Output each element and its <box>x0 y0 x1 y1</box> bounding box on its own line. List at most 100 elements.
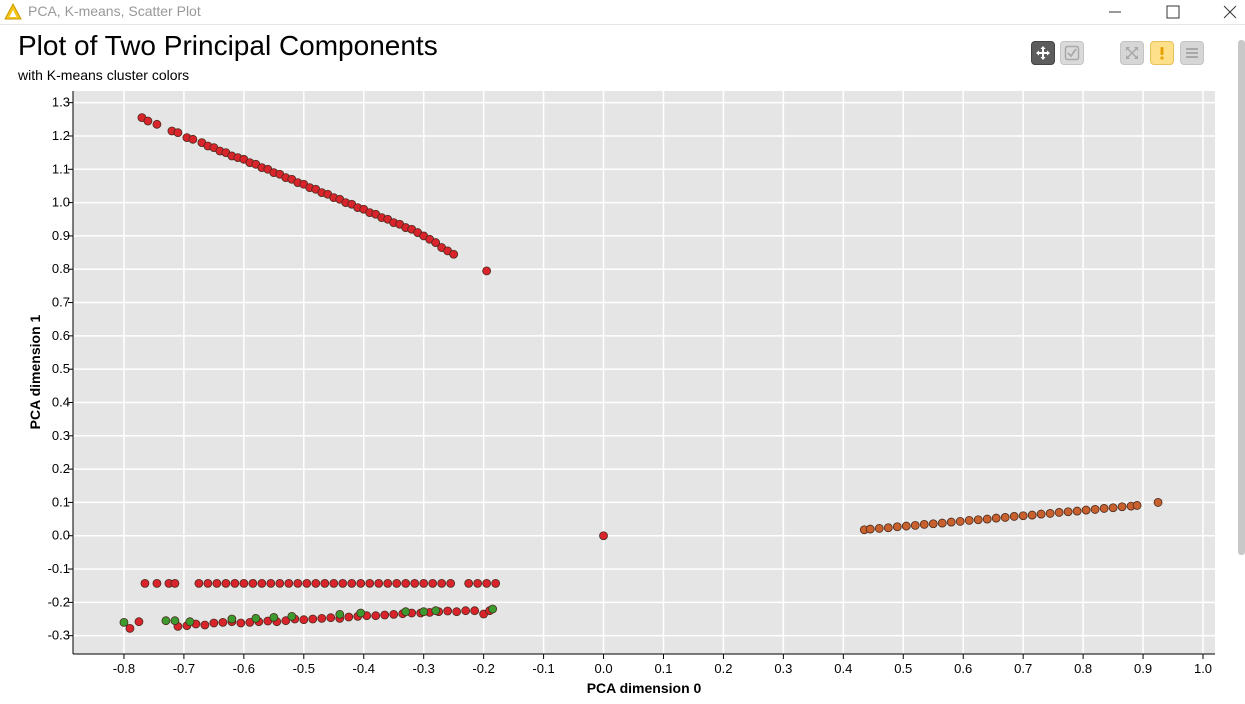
scatter-point[interactable] <box>973 515 983 525</box>
scatter-point[interactable] <box>946 517 956 527</box>
scatter-point[interactable] <box>152 119 162 129</box>
scatter-point[interactable] <box>317 613 327 623</box>
scatter-point[interactable] <box>449 249 459 259</box>
warning-button[interactable] <box>1150 41 1174 65</box>
scatter-point[interactable] <box>1009 512 1019 521</box>
scatter-point[interactable] <box>1117 502 1127 512</box>
scatter-point[interactable] <box>338 578 348 588</box>
close-button[interactable] <box>1207 0 1245 24</box>
scatter-point[interactable] <box>320 578 330 588</box>
scatter-point[interactable] <box>1081 505 1091 515</box>
scatter-point[interactable] <box>356 608 366 618</box>
scatter-point[interactable] <box>335 609 345 619</box>
scatter-point[interactable] <box>203 578 213 588</box>
scatter-point[interactable] <box>428 578 438 588</box>
scatter-point[interactable] <box>143 116 153 126</box>
scatter-point[interactable] <box>299 615 309 625</box>
scatter-point[interactable] <box>955 517 965 526</box>
scatter-point[interactable] <box>919 520 929 529</box>
scatter-point[interactable] <box>152 578 162 588</box>
scatter-point[interactable] <box>347 578 357 588</box>
scatter-point[interactable] <box>964 516 974 525</box>
zoom-fit-button[interactable] <box>1120 41 1144 65</box>
scatter-point[interactable] <box>212 578 222 588</box>
scatter-point[interactable] <box>452 607 462 617</box>
scatter-point[interactable] <box>281 616 291 626</box>
scatter-point[interactable] <box>1099 504 1109 513</box>
scatter-point[interactable] <box>865 524 875 534</box>
scatter-point[interactable] <box>266 578 276 588</box>
scatter-point[interactable] <box>874 524 884 533</box>
scatter-point[interactable] <box>443 606 453 616</box>
scatter-point[interactable] <box>1036 509 1046 519</box>
scatter-point[interactable] <box>302 578 312 588</box>
scatter-point[interactable] <box>380 610 390 620</box>
scatter-point[interactable] <box>329 578 339 588</box>
scatter-point[interactable] <box>431 238 441 247</box>
scatter-point[interactable] <box>1027 510 1037 520</box>
scatter-point[interactable] <box>599 531 608 541</box>
scatter-point[interactable] <box>1054 508 1064 517</box>
scatter-point[interactable] <box>218 617 228 627</box>
scatter-point[interactable] <box>221 578 231 588</box>
selection-button[interactable] <box>1060 41 1084 65</box>
scatter-point[interactable] <box>389 609 399 619</box>
scatter-point[interactable] <box>188 134 198 144</box>
scatter-point[interactable] <box>419 578 429 588</box>
scatter-point[interactable] <box>491 578 501 588</box>
scatter-point[interactable] <box>910 521 920 530</box>
pan-button[interactable] <box>1031 41 1055 65</box>
scatter-point[interactable] <box>401 607 411 617</box>
scatter-point[interactable] <box>251 613 261 623</box>
scatter-point[interactable] <box>928 519 938 529</box>
scatter-point[interactable] <box>383 578 393 588</box>
scatter-point[interactable] <box>464 578 474 588</box>
maximize-button[interactable] <box>1150 0 1196 24</box>
scatter-point[interactable] <box>470 606 480 616</box>
scatter-point[interactable] <box>473 578 483 588</box>
scatter-point[interactable] <box>446 578 456 588</box>
scatter-point[interactable] <box>344 612 354 622</box>
scatter-point[interactable] <box>1132 501 1142 510</box>
scatter-point[interactable] <box>1108 503 1118 513</box>
scatter-point[interactable] <box>125 623 135 633</box>
scatter-point[interactable] <box>269 612 279 622</box>
scatter-point[interactable] <box>937 518 947 528</box>
scatter-point[interactable] <box>119 617 129 627</box>
scatter-point[interactable] <box>1045 509 1055 518</box>
scatter-point[interactable] <box>236 618 246 628</box>
scatter-point[interactable] <box>230 578 240 588</box>
scatter-point[interactable] <box>392 578 402 588</box>
scatter-point[interactable] <box>401 578 411 588</box>
minimize-button[interactable] <box>1092 0 1138 24</box>
scatter-point[interactable] <box>431 606 441 616</box>
scatter-point[interactable] <box>482 266 492 276</box>
scatter-point[interactable] <box>275 578 285 588</box>
scatter-point[interactable] <box>200 620 210 630</box>
scatter-point[interactable] <box>356 578 366 588</box>
scatter-point[interactable] <box>1072 506 1082 516</box>
scatter-point[interactable] <box>482 578 492 588</box>
menu-button[interactable] <box>1180 41 1204 65</box>
scatter-point[interactable] <box>901 521 911 531</box>
scatter-point[interactable] <box>311 578 321 588</box>
scatter-point[interactable] <box>982 514 992 524</box>
scatter-point[interactable] <box>410 578 420 588</box>
scatter-point[interactable] <box>209 618 219 628</box>
scatter-point[interactable] <box>437 578 447 588</box>
scatter-point[interactable] <box>248 578 258 588</box>
scatter-point[interactable] <box>245 617 255 627</box>
scatter-point[interactable] <box>374 578 384 588</box>
scatter-point[interactable] <box>227 614 237 624</box>
scatter-point[interactable] <box>287 611 297 621</box>
scatter-point[interactable] <box>284 578 294 588</box>
scatter-point[interactable] <box>883 523 893 533</box>
scatter-point[interactable] <box>194 578 204 588</box>
scatter-point[interactable] <box>1063 507 1073 517</box>
scatter-point[interactable] <box>185 617 195 627</box>
scatter-point[interactable] <box>140 578 150 588</box>
scatter-point[interactable] <box>134 617 144 627</box>
scatter-point[interactable] <box>161 616 171 626</box>
vertical-scrollbar[interactable] <box>1238 40 1245 555</box>
scatter-point[interactable] <box>308 614 318 624</box>
